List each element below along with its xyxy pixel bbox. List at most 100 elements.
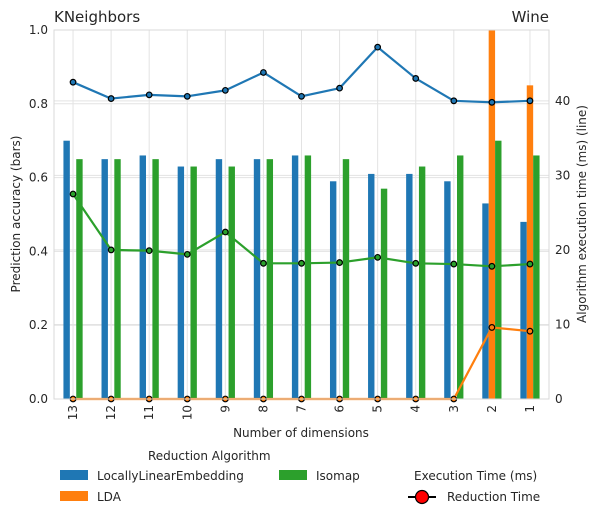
- bar-lda-2: [488, 30, 496, 399]
- y-right-tick-label: 40: [555, 94, 570, 108]
- point-locallylinearembedding-4: [412, 75, 420, 82]
- bar-locallylinearembedding-11: [139, 155, 146, 399]
- point-isomap-3: [450, 260, 458, 268]
- bar-isomap-11: [152, 159, 159, 399]
- x-tick-label: 9: [218, 405, 232, 413]
- point-lda-2: [488, 324, 496, 331]
- point-locallylinearembedding-13: [69, 78, 77, 86]
- point-isomap-10: [183, 250, 191, 258]
- legend: Reduction Algorithm LocallyLinearEmbeddi…: [60, 449, 540, 505]
- plot-frame: [53, 29, 550, 400]
- x-axis-label: Number of dimensions: [233, 426, 369, 440]
- point-isomap-6: [336, 259, 343, 266]
- y-right-tick-labels: 0 10 20 30 40: [555, 94, 570, 406]
- bar-locallylinearembedding-2: [482, 203, 489, 399]
- point-locallylinearembedding-12: [107, 95, 115, 102]
- x-tick-label: 13: [66, 405, 80, 420]
- y-axis-left-label: Prediction accuracy (bars): [9, 136, 23, 293]
- point-isomap-7: [298, 259, 305, 267]
- bar-isomap-8: [266, 159, 274, 399]
- x-tick-label: 2: [485, 405, 499, 413]
- x-tick-label: 7: [295, 405, 309, 413]
- bar-locallylinearembedding-4: [406, 173, 413, 399]
- bar-isomap-2: [495, 140, 502, 399]
- point-locallylinearembedding-2: [488, 98, 496, 106]
- bar-isomap-1: [533, 155, 540, 399]
- legend-exec-marker: [414, 489, 430, 505]
- bar-isomap-6: [342, 159, 350, 399]
- y-right-tick-label: 30: [555, 168, 570, 182]
- x-tick-label: 6: [333, 405, 347, 413]
- legend-label-lle: LocallyLinearEmbedding: [97, 469, 244, 483]
- point-locallylinearembedding-11: [145, 91, 153, 99]
- bar-isomap-9: [228, 166, 235, 399]
- bar-isomap-10: [190, 166, 197, 399]
- point-isomap-5: [374, 253, 382, 261]
- legend-label-lda: LDA: [97, 490, 122, 504]
- legend-exec-label: Reduction Time: [447, 490, 540, 504]
- bar-isomap-13: [76, 159, 83, 399]
- legend-exec-title: Execution Time (ms): [414, 469, 537, 483]
- bar-locallylinearembedding-9: [215, 159, 223, 399]
- x-tick-label: 3: [447, 405, 461, 413]
- legend-swatch-lle: [60, 470, 88, 480]
- x-tick-label: 12: [104, 405, 118, 420]
- x-tick-label: 1: [523, 405, 537, 413]
- bar-locallylinearembedding-1: [520, 221, 527, 399]
- x-tick-labels: 13 12 11 10 9 8 7 6 5 4 3 2 1: [66, 405, 537, 420]
- bar-locallylinearembedding-5: [368, 173, 375, 399]
- chart-title-right: Wine: [512, 8, 549, 26]
- x-tick-label: 5: [371, 405, 385, 413]
- point-isomap-12: [107, 246, 115, 254]
- bar-isomap-7: [304, 155, 312, 399]
- y-left-tick-label: 0.4: [29, 244, 48, 258]
- point-isomap-2: [488, 262, 496, 270]
- point-locallylinearembedding-7: [298, 92, 305, 100]
- bar-locallylinearembedding-10: [177, 166, 185, 399]
- bar-locallylinearembedding-7: [291, 155, 299, 399]
- x-tick-label: 8: [256, 405, 270, 413]
- bar-lda-1: [526, 85, 534, 399]
- bar-isomap-3: [457, 155, 464, 399]
- bar-isomap-4: [418, 166, 426, 399]
- point-isomap-9: [221, 228, 229, 236]
- y-left-tick-label: 0.0: [29, 392, 48, 406]
- chart-title-left: KNeighbors: [54, 8, 140, 26]
- bar-locallylinearembedding-12: [101, 159, 108, 399]
- point-isomap-11: [145, 247, 153, 255]
- bar-locallylinearembedding-6: [329, 181, 337, 399]
- point-locallylinearembedding-1: [526, 97, 534, 105]
- point-locallylinearembedding-9: [221, 86, 229, 94]
- legend-label-isomap: Isomap: [316, 469, 360, 483]
- legend-swatch-isomap: [279, 470, 307, 480]
- y-left-tick-label: 0.2: [29, 318, 48, 332]
- x-tick-label: 4: [409, 405, 423, 413]
- bar-locallylinearembedding-3: [444, 181, 451, 399]
- legend-swatch-lda: [60, 491, 88, 501]
- point-isomap-13: [69, 190, 77, 198]
- y-right-tick-label: 0: [555, 392, 563, 406]
- x-tick-label: 10: [180, 405, 194, 420]
- point-isomap-1: [526, 260, 534, 268]
- point-locallylinearembedding-10: [183, 92, 191, 100]
- bars-layer: [63, 30, 540, 399]
- point-isomap-4: [412, 259, 420, 267]
- x-tick-label: 11: [142, 405, 156, 420]
- y-left-tick-labels: 0.0 0.2 0.4 0.6 0.8 1.0: [29, 23, 48, 406]
- point-isomap-8: [260, 259, 267, 267]
- y-right-tick-label: 20: [555, 243, 570, 257]
- bar-isomap-12: [114, 159, 121, 399]
- y-left-tick-label: 0.8: [29, 97, 48, 111]
- y-left-tick-label: 0.6: [29, 171, 48, 185]
- legend-title: Reduction Algorithm: [148, 449, 271, 463]
- point-locallylinearembedding-6: [336, 84, 343, 92]
- y-right-tick-label: 10: [555, 317, 570, 331]
- bar-locallylinearembedding-13: [63, 140, 70, 399]
- point-lda-1: [526, 327, 534, 335]
- point-locallylinearembedding-8: [260, 69, 267, 76]
- y-axis-right-label: Algorithm execution time (ms) (line): [575, 105, 589, 323]
- point-locallylinearembedding-5: [374, 43, 382, 51]
- bar-locallylinearembedding-8: [253, 159, 261, 399]
